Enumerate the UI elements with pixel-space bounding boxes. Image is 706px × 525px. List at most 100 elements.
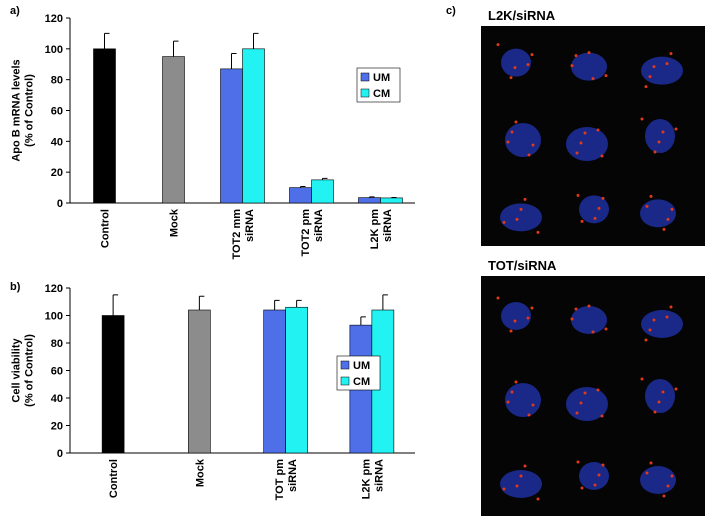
- y-label-line: Cell viability: [11, 338, 23, 403]
- spot: [646, 205, 649, 208]
- y-tick-label: 60: [51, 366, 63, 378]
- image-title: L2K/siRNA: [488, 8, 556, 23]
- spot: [520, 208, 523, 211]
- x-tick-label-line: siRNA: [287, 459, 299, 492]
- spot: [515, 381, 518, 384]
- spot: [666, 62, 669, 65]
- nucleus: [641, 57, 683, 85]
- legend-swatch: [341, 377, 349, 385]
- nucleus: [640, 466, 676, 494]
- error-bar: [232, 53, 237, 68]
- y-tick-label: 100: [45, 44, 63, 56]
- y-label: Apo B mRNA levels(% of Control): [11, 59, 36, 161]
- spot: [584, 132, 587, 135]
- legend-label: CM: [353, 376, 370, 388]
- bar: [312, 180, 334, 203]
- x-tick-label-line: siRNA: [373, 459, 385, 492]
- spot: [666, 316, 669, 319]
- spot: [527, 63, 530, 66]
- spot: [576, 152, 579, 155]
- spot: [592, 77, 595, 80]
- bar: [94, 49, 116, 203]
- spot: [646, 472, 649, 475]
- y-label-line: Apo B mRNA levels: [11, 59, 23, 161]
- spot: [580, 142, 583, 145]
- spot: [602, 197, 605, 200]
- nucleus: [645, 119, 675, 153]
- spot: [524, 198, 527, 201]
- y-tick-label: 0: [57, 448, 63, 460]
- bar: [221, 69, 243, 203]
- nucleus: [645, 379, 675, 413]
- error-bar: [113, 295, 118, 316]
- x-tick-label-line: siRNA: [382, 209, 394, 242]
- x-tick-label: Mock: [194, 458, 206, 487]
- bar: [286, 307, 308, 453]
- legend-label: CM: [373, 88, 390, 100]
- bar: [290, 188, 312, 203]
- spot: [503, 488, 506, 491]
- spot: [511, 391, 514, 394]
- spot: [605, 328, 608, 331]
- bar: [188, 310, 210, 453]
- y-tick-label: 80: [51, 75, 63, 87]
- spot: [576, 412, 579, 415]
- y-label-line: (% of Control): [24, 334, 36, 407]
- x-tick-label-line: L2K pm: [360, 459, 372, 500]
- spot: [597, 129, 600, 132]
- spot: [597, 389, 600, 392]
- y-tick-label: 0: [57, 198, 63, 210]
- error-bar: [361, 317, 366, 325]
- x-tick-label-line: L2K pm: [369, 209, 381, 250]
- error-bar: [275, 300, 280, 310]
- x-tick-label: Mock: [169, 208, 181, 237]
- legend-label: UM: [353, 360, 370, 372]
- y-tick-label: 80: [51, 338, 63, 350]
- bar: [264, 310, 286, 453]
- spot: [662, 131, 665, 134]
- error-bar: [105, 33, 110, 48]
- spot: [584, 392, 587, 395]
- spot: [520, 475, 523, 478]
- spot: [507, 141, 510, 144]
- spot: [649, 75, 652, 78]
- legend-swatch: [361, 89, 369, 97]
- spot: [650, 462, 653, 465]
- bar: [163, 57, 185, 203]
- spot: [671, 475, 674, 478]
- error-bar: [254, 33, 259, 48]
- spot: [598, 207, 601, 210]
- panel-label: c): [446, 5, 456, 17]
- x-tick-label-line: Mock: [194, 458, 206, 487]
- spot: [645, 85, 648, 88]
- y-tick-label: 100: [45, 311, 63, 323]
- bar: [359, 198, 381, 203]
- spot: [675, 128, 678, 131]
- spot: [671, 208, 674, 211]
- spot: [531, 307, 534, 310]
- spot: [654, 151, 657, 154]
- error-bar: [174, 41, 179, 56]
- spot: [524, 465, 527, 468]
- panel-label: a): [10, 5, 20, 17]
- spot: [497, 43, 500, 46]
- spot: [497, 297, 500, 300]
- legend-swatch: [341, 361, 349, 369]
- x-tick-label-line: TOT2 mm: [231, 209, 243, 260]
- spot: [510, 330, 513, 333]
- y-tick-label: 20: [51, 421, 63, 433]
- spot: [588, 51, 591, 54]
- y-label-line: (% of Control): [24, 74, 36, 147]
- spot: [645, 339, 648, 342]
- spot: [531, 53, 534, 56]
- x-tick-label-line: siRNA: [313, 209, 325, 242]
- spot: [577, 461, 580, 464]
- panel-label: b): [10, 281, 21, 293]
- spot: [653, 319, 656, 322]
- spot: [511, 131, 514, 134]
- spot: [663, 495, 666, 498]
- legend-swatch: [361, 73, 369, 81]
